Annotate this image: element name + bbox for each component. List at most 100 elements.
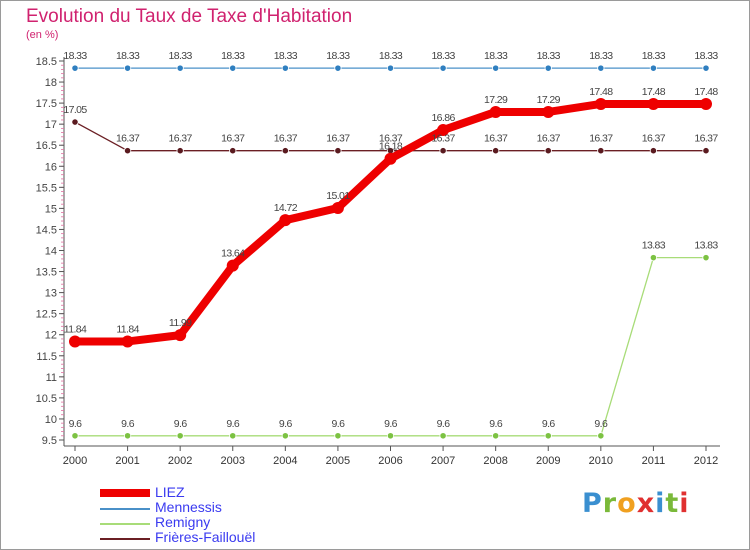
data-point-remigny <box>492 432 500 440</box>
legend-label: Mennessis <box>155 499 222 515</box>
data-point-frieres-faillouel <box>544 147 552 155</box>
x-tick-label: 2003 <box>221 455 245 467</box>
data-label-remigny: 9.6 <box>174 418 188 430</box>
data-point-mennessis <box>281 64 289 72</box>
data-label-frieres-faillouel: 16.37 <box>537 133 561 145</box>
data-label-liez: 17.48 <box>694 86 718 98</box>
data-point-remigny <box>281 432 289 440</box>
logo-letter: o <box>617 488 637 519</box>
data-point-mennessis <box>334 64 342 72</box>
data-point-remigny <box>439 432 447 440</box>
data-label-remigny: 9.6 <box>542 418 556 430</box>
data-label-mennessis: 18.33 <box>63 50 87 62</box>
data-point-remigny <box>334 432 342 440</box>
data-label-liez: 11.99 <box>169 317 192 329</box>
legend-item-frieres-faillouel: Frières-Faillouël <box>100 529 350 546</box>
x-tick-label: 2002 <box>168 455 192 467</box>
legend-item-mennessis: Mennessis <box>100 499 350 516</box>
data-label-remigny: 9.6 <box>437 418 451 430</box>
x-tick-label: 2001 <box>115 455 139 467</box>
data-point-mennessis <box>229 64 237 72</box>
data-point-liez <box>174 329 187 342</box>
y-tick-label: 15.5 <box>36 182 57 194</box>
data-label-frieres-faillouel: 16.37 <box>589 133 613 145</box>
x-tick-label: 2008 <box>483 455 507 467</box>
y-tick-label: 9.5 <box>42 435 57 447</box>
data-point-liez <box>226 259 239 272</box>
y-tick-label: 11.5 <box>36 351 57 363</box>
data-label-frieres-faillouel: 16.37 <box>326 133 350 145</box>
logo-letter: x <box>636 488 656 519</box>
data-label-mennessis: 18.33 <box>484 50 508 62</box>
data-label-liez: 17.48 <box>589 86 613 98</box>
data-label-frieres-faillouel: 17.05 <box>63 104 87 116</box>
legend-item-remigny: Remigny <box>100 514 350 531</box>
data-label-remigny: 9.6 <box>69 418 83 430</box>
data-label-mennessis: 18.33 <box>589 50 613 62</box>
data-point-liez <box>384 152 397 165</box>
data-label-mennessis: 18.33 <box>326 50 350 62</box>
data-label-remigny: 9.6 <box>279 418 293 430</box>
data-point-mennessis <box>71 64 79 72</box>
x-tick-label: 2009 <box>536 455 560 467</box>
series-line-remigny <box>74 257 707 437</box>
x-tick-label: 2007 <box>431 455 455 467</box>
data-label-liez: 17.29 <box>484 94 508 106</box>
chart-legend: LIEZ Mennessis Remigny Frières-Faillouël <box>100 484 350 546</box>
data-point-remigny <box>386 432 395 440</box>
data-point-liez <box>121 335 134 348</box>
data-point-liez <box>437 124 450 137</box>
data-label-remigny: 9.6 <box>594 418 608 430</box>
data-point-frieres-faillouel <box>176 147 184 155</box>
legend-label: Remigny <box>155 514 211 530</box>
x-tick-label: 2011 <box>642 455 666 467</box>
data-point-frieres-faillouel <box>649 147 658 155</box>
data-point-remigny <box>702 254 710 262</box>
y-tick-label: 13 <box>45 288 57 300</box>
logo-letter: i <box>679 488 690 519</box>
data-point-mennessis <box>123 64 132 72</box>
data-point-frieres-faillouel <box>597 147 605 155</box>
y-tick-label: 10 <box>45 414 57 426</box>
legend-swatch-frieres-faillouel <box>100 538 150 540</box>
y-tick-label: 14 <box>45 246 57 258</box>
y-tick-label: 11 <box>46 372 57 384</box>
data-label-mennessis: 18.33 <box>221 50 245 62</box>
data-point-liez <box>647 97 660 110</box>
logo-letter: P <box>582 488 603 519</box>
data-label-liez: 15.01 <box>326 190 350 202</box>
data-point-mennessis <box>439 64 447 72</box>
data-point-remigny <box>123 432 132 440</box>
y-tick-label: 14.5 <box>36 224 57 236</box>
y-tick-label: 17.5 <box>36 98 57 110</box>
data-label-liez: 11.84 <box>64 323 87 335</box>
chart-subtitle: (en %) <box>26 29 59 41</box>
data-point-liez <box>594 97 607 110</box>
data-label-mennessis: 18.33 <box>642 50 666 62</box>
data-label-frieres-faillouel: 16.37 <box>274 133 298 145</box>
data-label-remigny: 13.83 <box>694 240 718 252</box>
legend-swatch-remigny <box>100 523 150 525</box>
data-label-remigny: 9.6 <box>384 418 398 430</box>
data-point-remigny <box>544 432 552 440</box>
data-point-mennessis <box>492 64 500 72</box>
data-label-frieres-faillouel: 16.37 <box>694 133 718 145</box>
data-label-remigny: 9.6 <box>332 418 346 430</box>
data-point-mennessis <box>544 64 552 72</box>
data-label-mennessis: 18.33 <box>274 50 298 62</box>
y-tick-label: 16 <box>45 161 57 173</box>
x-tick-label: 2006 <box>378 455 402 467</box>
data-point-remigny <box>597 432 605 440</box>
y-tick-label: 18.5 <box>36 56 57 68</box>
data-label-frieres-faillouel: 16.37 <box>116 133 140 145</box>
data-point-frieres-faillouel <box>281 147 289 155</box>
data-label-mennessis: 18.33 <box>431 50 455 62</box>
data-point-liez <box>489 105 502 118</box>
data-point-remigny <box>229 432 237 440</box>
legend-label: Frières-Faillouël <box>155 529 256 545</box>
data-label-liez: 13.64 <box>221 248 245 260</box>
data-label-remigny: 9.6 <box>121 418 135 430</box>
data-label-liez: 16.86 <box>431 112 455 124</box>
